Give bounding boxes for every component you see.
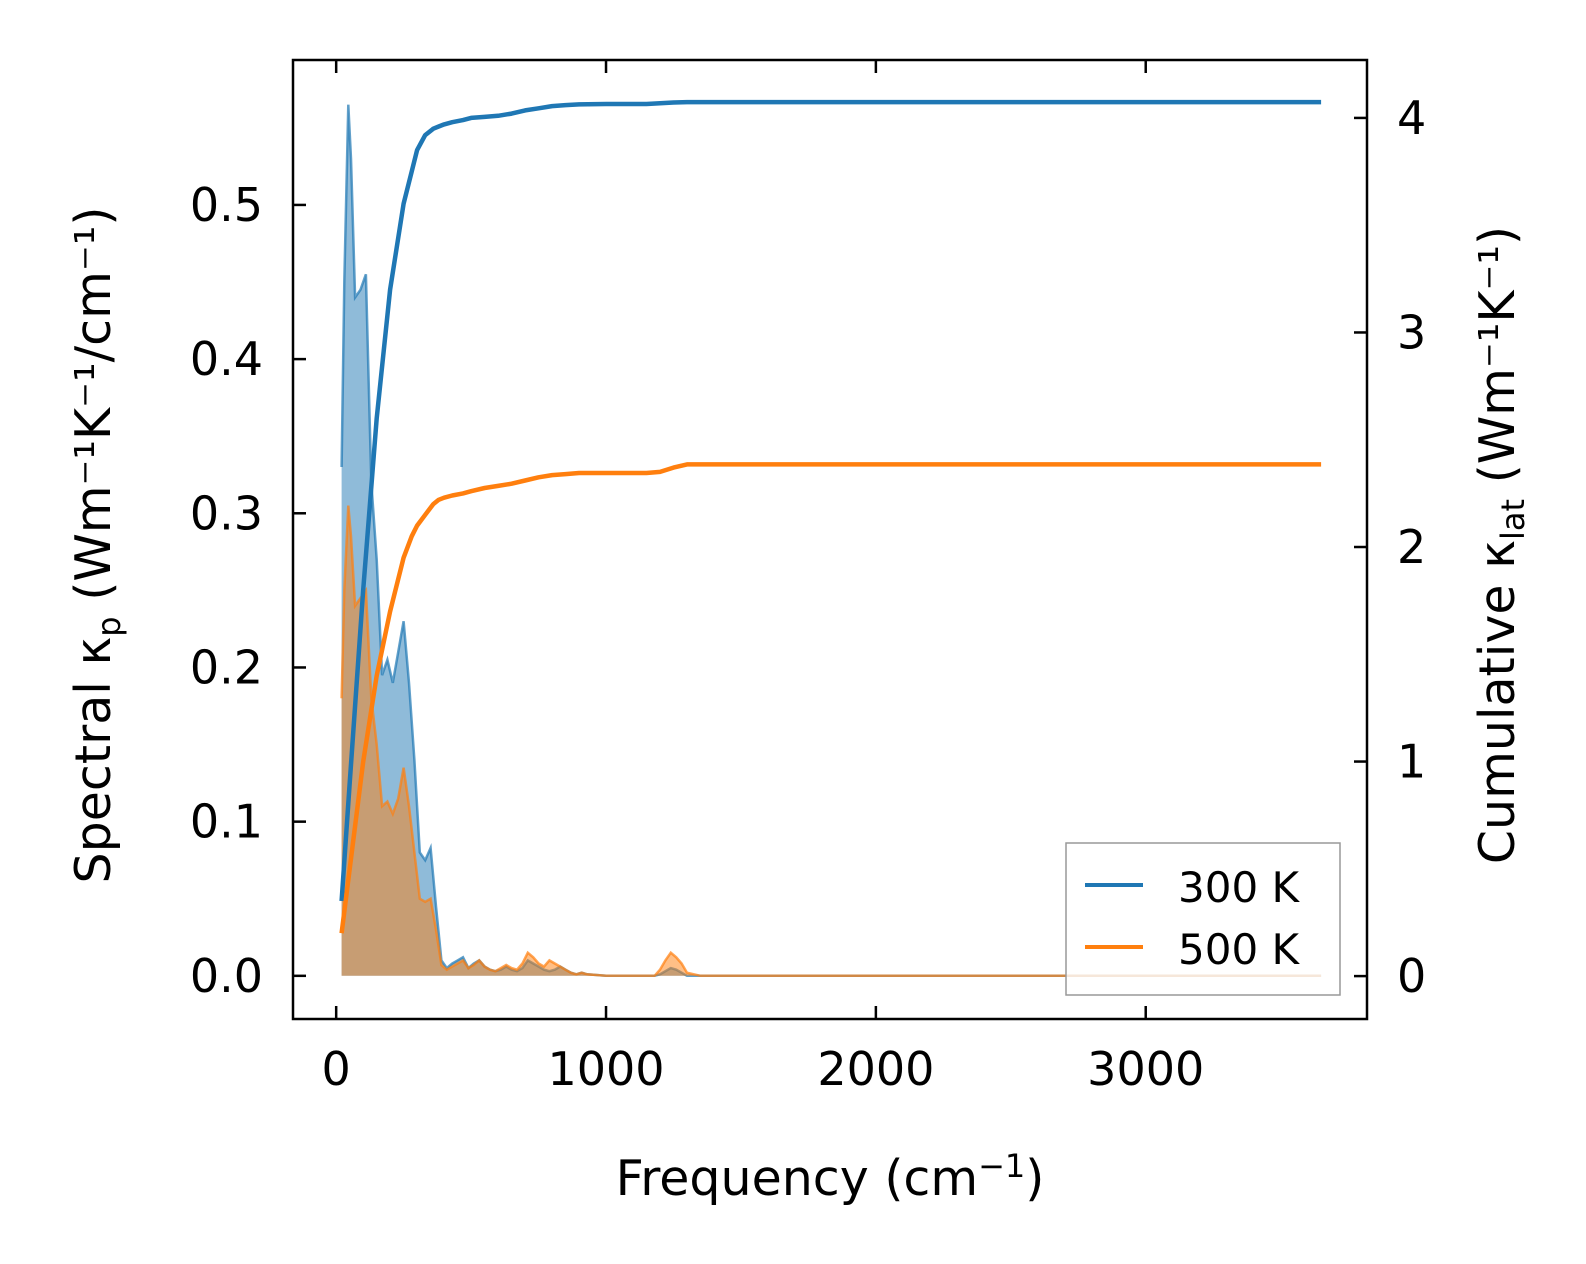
y-right-axis-label: Cumulative κlat (Wm⁻¹K⁻¹) — [1469, 226, 1532, 864]
y-right-tick-label: 1 — [1397, 735, 1426, 789]
legend-box — [1065, 842, 1341, 996]
x-tick-label: 0 — [322, 1042, 351, 1096]
legend: 300 K 500 K — [1065, 842, 1341, 996]
plot-area — [339, 99, 1322, 978]
y-left-tick-label: 0.0 — [190, 949, 263, 1003]
y-left-tick-label: 0.3 — [190, 486, 263, 540]
y-left-tick-label: 0.2 — [190, 640, 263, 694]
cumulative-line-300k — [339, 99, 1322, 902]
legend-label-500k: 500 K — [1178, 925, 1301, 974]
y-left-tick-label: 0.4 — [190, 332, 263, 386]
axis-ticks: 0 1000 2000 3000 0.0 0.1 0.2 0.3 0.4 0.5 0 1 2 3 4 — [190, 60, 1426, 1096]
y-right-tick-label: 4 — [1397, 91, 1426, 145]
legend-label-300k: 300 K — [1178, 863, 1301, 912]
y-right-tick-label: 2 — [1397, 520, 1426, 574]
x-tick-label: 2000 — [817, 1042, 934, 1096]
x-axis-label: Frequency (cm−1) — [616, 1147, 1045, 1207]
x-tick-label: 3000 — [1087, 1042, 1204, 1096]
y-left-tick-label: 0.1 — [190, 795, 263, 849]
y-left-tick-label: 0.5 — [190, 178, 263, 232]
x-tick-label: 1000 — [547, 1042, 664, 1096]
y-right-tick-label: 3 — [1397, 305, 1426, 359]
spectral-line-500k — [340, 505, 1322, 978]
y-right-tick-label: 0 — [1397, 949, 1426, 1003]
axes-frame — [291, 58, 1369, 1021]
cumulative-line-500k — [339, 462, 1322, 934]
y-left-axis-label: Spectral κp (Wm⁻¹K⁻¹/cm⁻¹) — [65, 207, 128, 884]
